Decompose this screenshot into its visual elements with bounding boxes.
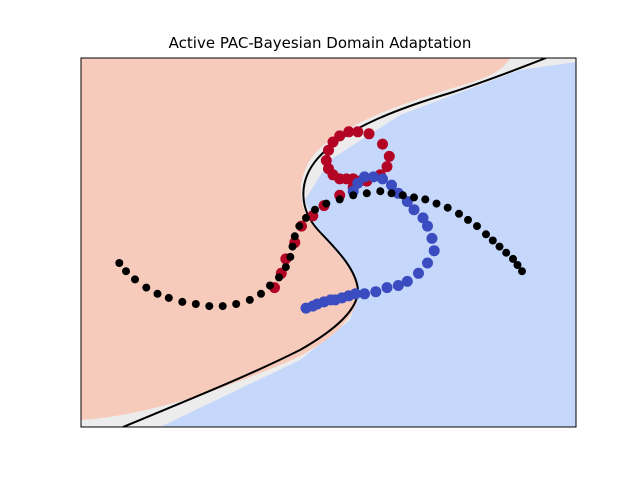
data-point-series-2-29 (410, 193, 418, 202)
data-point-series-1-9 (417, 212, 429, 224)
data-point-series-1-2 (359, 171, 370, 183)
data-point-series-2-31 (432, 199, 441, 208)
data-point-series-2-26 (376, 187, 385, 196)
points-group (115, 126, 526, 314)
data-point-series-1-11 (426, 232, 438, 244)
data-point-series-1-17 (381, 282, 393, 294)
data-point-series-2-36 (482, 230, 490, 239)
data-point-series-2-25 (362, 189, 371, 198)
data-point-series-2-1 (122, 267, 130, 276)
data-point-series-1-3 (368, 171, 379, 183)
data-point-series-2-11 (245, 295, 254, 304)
data-point-series-2-2 (131, 275, 139, 284)
data-point-series-2-21 (311, 205, 319, 214)
data-point-series-1-15 (401, 275, 413, 287)
data-point-series-2-19 (295, 222, 304, 231)
data-point-series-2-20 (302, 213, 310, 222)
data-point-series-1-10 (422, 220, 433, 232)
data-point-series-2-0 (115, 259, 124, 267)
data-point-series-1-19 (359, 288, 370, 300)
data-point-series-2-34 (464, 215, 472, 224)
data-point-series-2-41 (513, 261, 522, 269)
data-point-series-2-39 (502, 248, 511, 257)
data-point-series-1-4 (377, 173, 388, 185)
data-point-series-2-23 (335, 195, 344, 204)
data-point-series-1-28 (300, 302, 312, 314)
data-point-series-0-11 (381, 161, 393, 173)
data-point-series-2-38 (495, 242, 504, 251)
data-point-series-1-13 (422, 257, 433, 269)
data-point-series-2-8 (205, 302, 214, 311)
data-point-series-2-6 (178, 297, 187, 306)
decision-boundary (122, 58, 547, 427)
axes-frame (80, 57, 577, 428)
data-point-series-2-28 (398, 191, 407, 200)
data-point-series-1-14 (413, 267, 424, 279)
data-point-series-2-14 (275, 273, 283, 282)
data-point-series-2-7 (191, 300, 200, 308)
data-point-series-2-35 (473, 222, 481, 231)
data-point-series-1-12 (428, 245, 440, 257)
data-point-series-0-13 (377, 138, 388, 150)
data-point-series-1-16 (392, 280, 404, 291)
data-point-series-2-32 (443, 203, 452, 212)
data-point-series-0-15 (352, 126, 364, 138)
data-point-series-2-17 (288, 242, 297, 251)
data-point-series-2-12 (257, 289, 265, 298)
data-point-series-1-18 (370, 286, 382, 298)
data-point-series-2-13 (266, 281, 274, 290)
data-point-series-2-30 (421, 195, 430, 204)
data-point-series-1-8 (408, 204, 420, 216)
data-point-series-2-18 (290, 232, 299, 241)
data-point-series-2-4 (153, 289, 162, 298)
data-point-series-2-37 (488, 236, 497, 245)
data-point-series-2-3 (142, 283, 151, 292)
data-point-series-2-9 (218, 302, 227, 311)
data-point-series-0-12 (383, 150, 395, 162)
data-point-series-2-15 (281, 263, 290, 272)
data-point-series-2-27 (387, 189, 396, 198)
data-point-series-2-33 (455, 209, 463, 218)
data-point-series-2-42 (518, 267, 526, 276)
data-point-series-2-16 (286, 252, 295, 261)
data-point-series-0-19 (323, 144, 334, 156)
data-point-series-1-5 (386, 179, 397, 191)
data-point-series-2-40 (509, 254, 517, 263)
chart-title: Active PAC-Bayesian Domain Adaptation (168, 34, 472, 52)
data-point-series-2-22 (322, 199, 331, 208)
data-point-series-2-24 (349, 191, 358, 200)
data-point-series-2-10 (232, 300, 241, 308)
data-point-series-0-16 (343, 126, 355, 138)
data-point-series-0-14 (363, 128, 375, 140)
data-point-series-0-18 (327, 136, 339, 148)
data-point-series-2-5 (164, 293, 173, 302)
